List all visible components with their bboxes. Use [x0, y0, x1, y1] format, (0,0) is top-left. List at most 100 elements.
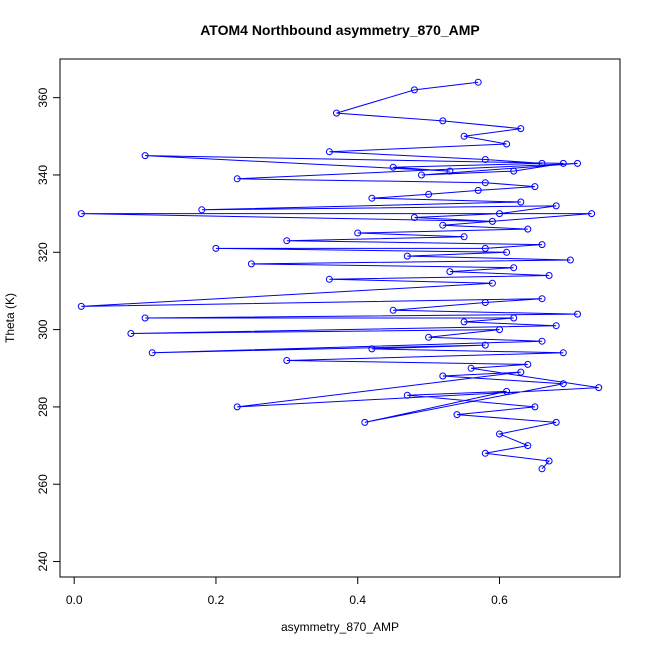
data-point — [481, 449, 489, 457]
data-point — [481, 156, 489, 163]
data-point — [574, 159, 581, 167]
data-point — [481, 299, 489, 306]
data-point — [460, 318, 468, 326]
plot-frame — [59, 58, 621, 578]
data-point — [127, 330, 135, 337]
data-point — [510, 167, 518, 175]
data-point — [595, 384, 603, 392]
chart-title: ATOM4 Northbound asymmetry_870_AMP — [200, 22, 480, 38]
data-point — [517, 198, 525, 206]
data-point — [77, 302, 85, 310]
series-layer — [77, 78, 603, 473]
y-tick-label: 260 — [36, 474, 50, 494]
y-tick-label: 360 — [36, 87, 50, 107]
data-point — [481, 244, 489, 252]
y-tick-label: 240 — [36, 551, 50, 571]
data-point — [503, 140, 511, 148]
data-point — [552, 418, 560, 426]
data-point — [538, 465, 546, 473]
x-axis-label: asymmetry_870_AMP — [281, 620, 399, 634]
data-point — [481, 341, 489, 349]
data-point — [460, 233, 468, 241]
data-point — [439, 221, 447, 229]
data-point — [510, 314, 518, 322]
data-point — [77, 210, 85, 218]
data-point — [453, 411, 461, 419]
data-point — [368, 345, 376, 353]
data-point — [559, 380, 567, 388]
data-point — [488, 279, 496, 287]
data-point — [467, 364, 475, 372]
data-point — [488, 217, 496, 225]
data-point — [496, 210, 503, 218]
data-point — [446, 167, 454, 175]
data-point — [403, 252, 411, 260]
series-line — [81, 81, 599, 470]
data-point — [425, 333, 433, 341]
x-tick-label: 0.6 — [491, 593, 508, 607]
data-point — [496, 326, 503, 334]
data-point — [148, 349, 156, 357]
y-tick-label: 280 — [36, 397, 50, 417]
data-point — [368, 194, 376, 202]
data-point — [538, 337, 546, 345]
data-point — [524, 442, 532, 450]
data-point — [439, 117, 447, 125]
data-point — [474, 78, 482, 86]
data-point — [460, 132, 468, 140]
data-point — [418, 171, 425, 179]
data-point — [531, 403, 539, 411]
data-point — [552, 202, 560, 210]
data-point — [545, 272, 553, 279]
data-point — [403, 391, 411, 399]
data-point — [425, 190, 433, 198]
data-point — [141, 314, 149, 322]
x-tick-label: 0.0 — [66, 593, 83, 607]
data-point — [559, 349, 567, 357]
data-point — [538, 241, 546, 249]
data-point — [474, 186, 482, 194]
data-point — [283, 237, 291, 245]
data-point — [212, 244, 220, 252]
data-point — [531, 183, 539, 191]
data-point — [410, 214, 418, 221]
y-tick-label: 300 — [36, 319, 50, 339]
data-point — [566, 256, 574, 264]
y-tick-label: 340 — [36, 165, 50, 185]
data-point — [481, 179, 489, 187]
data-point — [538, 295, 546, 303]
data-point — [559, 159, 567, 167]
x-tick-label: 0.2 — [208, 593, 225, 607]
data-point — [496, 430, 503, 438]
y-tick-label: 320 — [36, 242, 50, 262]
data-point — [325, 148, 333, 156]
y-axis: 240 260 280 300 320 340 360 — [36, 87, 60, 572]
data-point — [333, 109, 340, 117]
data-point — [524, 360, 532, 368]
x-axis: 0.0 0.2 0.4 0.6 — [66, 577, 508, 607]
data-point — [517, 368, 525, 376]
data-point — [574, 310, 581, 318]
data-point — [389, 306, 397, 314]
data-point — [538, 159, 546, 167]
y-axis-label: Theta (K) — [3, 293, 17, 343]
data-point — [524, 225, 532, 233]
data-point — [410, 86, 418, 94]
data-point — [141, 152, 149, 160]
data-point — [389, 163, 397, 171]
data-point — [510, 264, 518, 272]
data-point — [198, 206, 206, 214]
data-point — [283, 357, 291, 364]
data-point — [247, 260, 255, 268]
data-point — [354, 229, 362, 237]
x-tick-label: 0.4 — [349, 593, 366, 607]
data-point — [446, 268, 454, 276]
data-point — [503, 248, 511, 256]
data-point — [439, 372, 447, 380]
data-point — [325, 275, 333, 283]
data-point — [552, 322, 560, 330]
data-point — [517, 125, 525, 133]
data-point — [361, 418, 369, 426]
data-point — [233, 175, 241, 183]
